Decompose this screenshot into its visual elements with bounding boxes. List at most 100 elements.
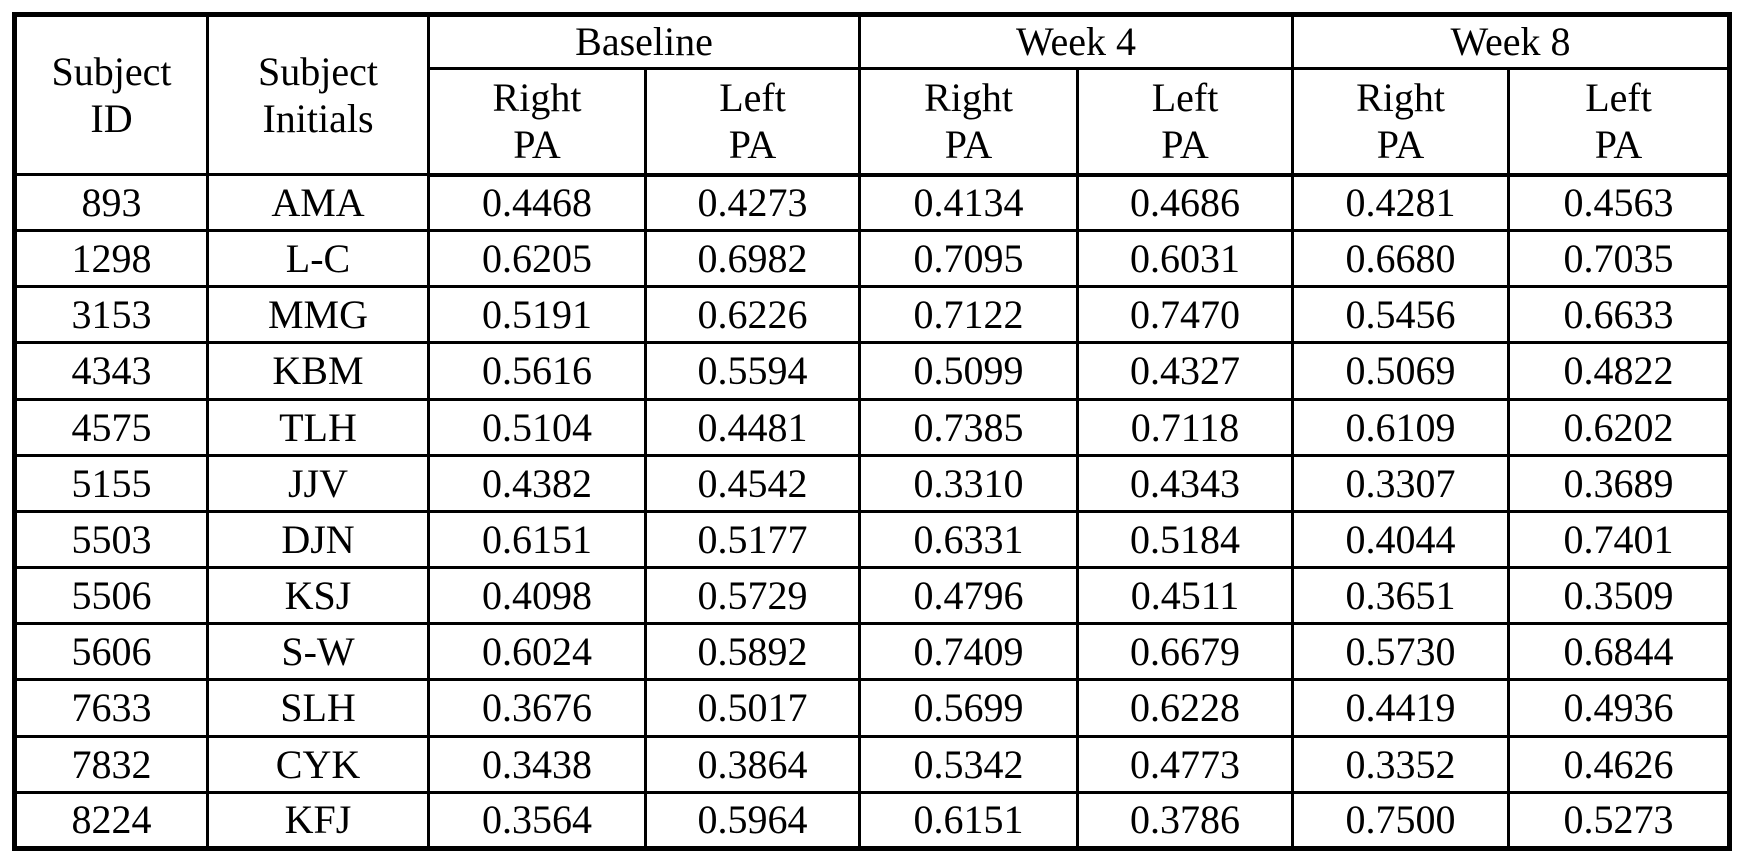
subject-id-cell: 1298 — [13, 229, 209, 289]
pa-value-cell: 0.6202 — [1507, 397, 1732, 457]
subject-id-cell: 5503 — [13, 509, 209, 570]
pa-value-cell: 0.6679 — [1076, 622, 1295, 682]
pa-value-cell: 0.4563 — [1507, 172, 1732, 233]
subject-id-cell: 4575 — [13, 397, 209, 457]
header-sub-row: Right PA Left PA Right PA Left PA Right … — [15, 67, 1732, 177]
table-row: 5503 DJN 0.6151 0.5177 0.6331 0.5184 0.4044 0.7… — [13, 509, 1732, 570]
pa-value-cell: 0.7401 — [1507, 509, 1732, 570]
col-header-baseline-right-pa: Right PA — [427, 67, 647, 177]
subject-id-cell: 5606 — [13, 622, 209, 682]
col-group-week-8: Week 8 — [1291, 13, 1732, 70]
subject-id-cell: 893 — [13, 172, 209, 233]
pa-value-cell: 0.3564 — [427, 790, 647, 851]
pa-value-cell: 0.6031 — [1076, 229, 1295, 289]
subject-id-cell: 8224 — [13, 790, 209, 851]
col-header-week8-right-pa: Right PA — [1291, 67, 1511, 177]
pa-value-cell: 0.4822 — [1507, 341, 1732, 401]
pa-value-cell: 0.5342 — [858, 734, 1080, 794]
table-row: 3153 MMG 0.5191 0.6226 0.7122 0.7470 0.5456 0.6… — [13, 285, 1732, 345]
pa-value-cell: 0.5069 — [1291, 341, 1511, 401]
subject-initials-cell: KSJ — [206, 566, 430, 626]
pa-value-cell: 0.5177 — [643, 509, 862, 570]
pa-value-cell: 0.4382 — [427, 453, 647, 513]
subject-initials-cell: DJN — [206, 509, 430, 570]
pa-value-cell: 0.6109 — [1291, 397, 1511, 457]
subject-initials-cell: SLH — [206, 678, 430, 738]
pa-value-cell: 0.4327 — [1076, 341, 1295, 401]
col-header-week8-left-pa: Left PA — [1507, 67, 1732, 177]
col-header-week4-right-pa: Right PA — [858, 67, 1080, 177]
pa-value-cell: 0.7095 — [858, 229, 1080, 289]
subject-initials-cell: S-W — [206, 622, 430, 682]
pa-value-cell: 0.7470 — [1076, 285, 1295, 345]
col-header-subject-id: Subject ID — [13, 13, 209, 176]
pa-value-cell: 0.7500 — [1291, 790, 1511, 851]
pa-value-cell: 0.5594 — [643, 341, 862, 401]
subject-initials-cell: CYK — [206, 734, 430, 794]
pa-value-cell: 0.6151 — [858, 790, 1080, 851]
col-header-subject-initials: Subject Initials — [206, 13, 430, 176]
pa-value-cell: 0.4511 — [1076, 566, 1295, 626]
subject-initials-cell: JJV — [206, 453, 430, 513]
pa-value-cell: 0.3651 — [1291, 566, 1511, 626]
col-group-baseline: Baseline — [426, 13, 862, 70]
col-header-week4-left-pa: Left PA — [1076, 67, 1295, 177]
pa-value-cell: 0.5699 — [858, 678, 1080, 738]
pa-value-cell: 0.4134 — [858, 172, 1080, 233]
pa-value-cell: 0.4419 — [1291, 678, 1511, 738]
table-row: 893 AMA 0.4468 0.4273 0.4134 0.4686 0.4281 0.45… — [13, 172, 1732, 233]
pa-value-cell: 0.6151 — [427, 509, 647, 570]
pa-value-cell: 0.5104 — [427, 397, 647, 457]
pa-value-cell: 0.3676 — [427, 678, 647, 738]
pa-value-cell: 0.5099 — [858, 341, 1080, 401]
pa-value-cell: 0.3310 — [858, 453, 1080, 513]
pa-value-cell: 0.4098 — [427, 566, 647, 626]
subject-initials-cell: L-C — [206, 229, 430, 289]
pa-value-cell: 0.5273 — [1507, 790, 1732, 851]
pa-value-cell: 0.5017 — [643, 678, 862, 738]
pa-value-cell: 0.5892 — [643, 622, 862, 682]
pa-value-cell: 0.5964 — [643, 790, 862, 851]
pa-value-cell: 0.6982 — [643, 229, 862, 289]
pa-value-cell: 0.7409 — [858, 622, 1080, 682]
pa-value-cell: 0.6024 — [427, 622, 647, 682]
pa-value-cell: 0.7118 — [1076, 397, 1295, 457]
pa-value-cell: 0.7035 — [1507, 229, 1732, 289]
subject-initials-cell: MMG — [206, 285, 430, 345]
pa-value-cell: 0.3689 — [1507, 453, 1732, 513]
table-body: 893 AMA 0.4468 0.4273 0.4134 0.4686 0.4281 0.45… — [13, 172, 1732, 851]
pa-value-cell: 0.6633 — [1507, 285, 1732, 345]
pa-value-cell: 0.6844 — [1507, 622, 1732, 682]
pa-value-cell: 0.4626 — [1507, 734, 1732, 794]
pa-value-cell: 0.6228 — [1076, 678, 1295, 738]
pa-value-cell: 0.5184 — [1076, 509, 1295, 570]
subject-initials-cell: KBM — [206, 341, 430, 401]
subject-id-cell: 5506 — [13, 566, 209, 626]
table-row: 7832 CYK 0.3438 0.3864 0.5342 0.4773 0.3352 0.4… — [13, 734, 1732, 794]
pa-value-cell: 0.4273 — [643, 172, 862, 233]
pa-value-cell: 0.4343 — [1076, 453, 1295, 513]
pa-value-cell: 0.6226 — [643, 285, 862, 345]
pa-value-cell: 0.3438 — [427, 734, 647, 794]
table-row: 5606 S-W 0.6024 0.5892 0.7409 0.6679 0.5730 0.6… — [13, 622, 1732, 682]
pa-measurements-table: Subject ID Subject Initials Baseline Wee… — [12, 12, 1733, 851]
pa-value-cell: 0.4686 — [1076, 172, 1295, 233]
pa-value-cell: 0.3352 — [1291, 734, 1511, 794]
col-group-week-4: Week 4 — [858, 13, 1295, 70]
pa-value-cell: 0.4542 — [643, 453, 862, 513]
pa-value-cell: 0.4281 — [1291, 172, 1511, 233]
pa-value-cell: 0.6205 — [427, 229, 647, 289]
subject-initials-cell: KFJ — [206, 790, 430, 851]
pa-value-cell: 0.6331 — [858, 509, 1080, 570]
pa-value-cell: 0.3786 — [1076, 790, 1295, 851]
subject-initials-cell: AMA — [206, 172, 430, 233]
subject-id-cell: 3153 — [13, 285, 209, 345]
pa-value-cell: 0.4773 — [1076, 734, 1295, 794]
pa-value-cell: 0.7385 — [858, 397, 1080, 457]
pa-value-cell: 0.4796 — [858, 566, 1080, 626]
col-header-baseline-left-pa: Left PA — [643, 67, 862, 177]
pa-value-cell: 0.3864 — [643, 734, 862, 794]
pa-value-cell: 0.5191 — [427, 285, 647, 345]
table-row: 8224 KFJ 0.3564 0.5964 0.6151 0.3786 0.7500 0.5… — [13, 790, 1732, 851]
